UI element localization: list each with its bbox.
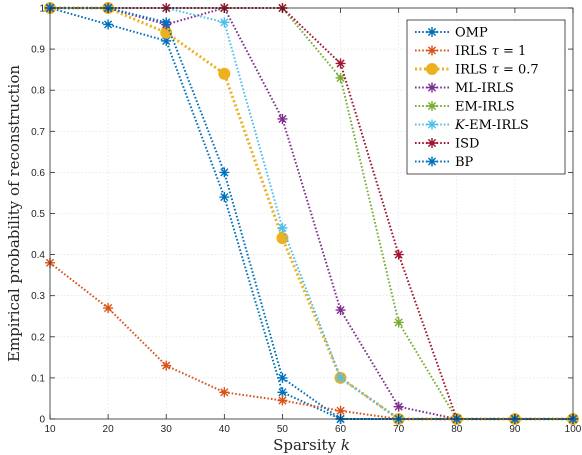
data-point-isd (393, 249, 404, 260)
x-axis-label: Sparsity k (273, 436, 350, 454)
legend-marker-k-em-irls (427, 119, 437, 130)
legend-label-irls-1: IRLS τ = 1 (455, 44, 526, 59)
x-tick-label: 100 (565, 424, 582, 435)
data-point-ml-irls (277, 113, 288, 124)
x-tick-label: 80 (451, 424, 463, 435)
data-point-ml-irls (335, 305, 346, 316)
y-tick-label: 0.1 (31, 373, 45, 384)
legend: OMP IRLS τ = 1 IRLS τ = 0.7 ML-IRLS EM-IRLS K… (406, 19, 566, 175)
y-tick-label: 0.4 (31, 250, 45, 261)
data-point-ml-irls (393, 401, 404, 412)
y-tick-label: 0.7 (31, 127, 45, 138)
y-tick-label: 0.2 (31, 332, 45, 343)
data-point-bp (277, 372, 288, 383)
x-tick-label: 20 (103, 424, 115, 435)
data-point-bp (219, 167, 230, 178)
legend-marker-em-irls (427, 101, 437, 111)
data-point-irls-1 (219, 387, 230, 398)
data-point-bp (161, 17, 172, 28)
data-point-irls-1 (161, 360, 172, 371)
data-point-isd (335, 58, 346, 69)
series-irls-1 (45, 257, 578, 424)
x-tick-label: 10 (44, 424, 56, 435)
data-point-omp (219, 192, 230, 203)
y-tick-label: 0.5 (31, 209, 45, 220)
y-tick-label: 0.8 (31, 86, 45, 97)
y-axis-label: Empirical probability of reconstruction (5, 65, 23, 362)
ticks: 10 20 30 40 50 60 70 80 90 100 0 0.1 0.2 0.3 0.4 0.5 0.6… (31, 4, 582, 436)
data-point-omp (277, 387, 288, 398)
data-point-irls-1 (335, 405, 346, 416)
x-tick-label: 90 (509, 424, 521, 435)
legend-marker-ml-irls (427, 82, 437, 93)
x-tick-label: 60 (335, 424, 347, 435)
y-tick-label: 0.3 (31, 291, 45, 302)
legend-label-isd: ISD (455, 137, 479, 152)
legend-marker-isd (427, 138, 437, 148)
x-tick-label: 70 (393, 424, 405, 435)
legend-label-ml-irls: ML-IRLS (455, 81, 514, 96)
legend-marker-omp (427, 27, 437, 37)
data-point-omp (161, 35, 172, 46)
data-point-em-irls (393, 317, 404, 328)
y-tick-label: 1 (39, 4, 45, 15)
series-line-irls-1 (49, 262, 573, 420)
y-tick-label: 0.6 (31, 168, 45, 179)
y-tick-label: 0.9 (31, 45, 45, 56)
legend-marker-irls-0-7 (426, 63, 438, 75)
data-point-k-em-irls (335, 372, 346, 383)
x-tick-label: 50 (277, 424, 289, 435)
legend-label-k-em-irls: K-EM-IRLS (454, 118, 529, 133)
data-point-irls-0-7 (218, 67, 231, 80)
y-tick-label: 0 (39, 415, 45, 426)
legend-label-bp: BP (455, 155, 474, 170)
data-point-irls-1 (103, 303, 114, 314)
legend-marker-bp (427, 156, 437, 167)
series-line-ml-irls (50, 6, 573, 420)
data-point-omp (103, 19, 114, 30)
legend-label-omp: OMP (455, 26, 488, 41)
data-point-k-em-irls (277, 222, 288, 233)
x-tick-label: 40 (219, 424, 231, 435)
x-tick-label: 30 (161, 424, 173, 435)
data-point-em-irls (335, 72, 346, 83)
data-point-irls-1 (277, 395, 288, 406)
legend-label-em-irls: EM-IRLS (455, 100, 515, 115)
legend-label-irls-0-7: IRLS τ = 0.7 (455, 63, 539, 78)
legend-box (406, 19, 566, 175)
data-point-k-em-irls (219, 17, 230, 28)
legend-marker-irls-1 (427, 45, 437, 56)
